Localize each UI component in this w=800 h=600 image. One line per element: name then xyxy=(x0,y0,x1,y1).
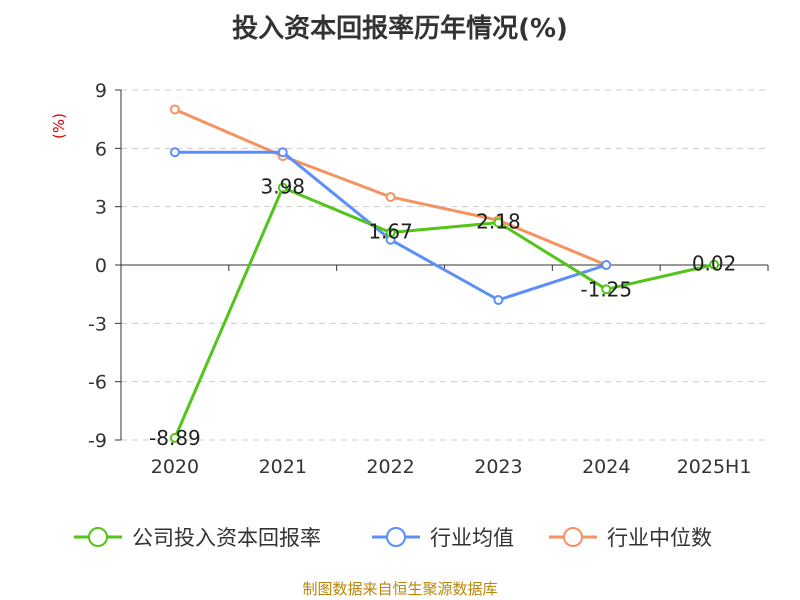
data-point xyxy=(493,295,504,305)
y-tick-label: -9 xyxy=(88,430,107,452)
data-label: 1.67 xyxy=(368,220,413,244)
data-point xyxy=(385,227,396,238)
legend-label: 行业中位数 xyxy=(607,526,712,550)
series-line xyxy=(173,186,715,439)
data-point xyxy=(385,191,396,202)
data-label: 0.02 xyxy=(692,252,737,276)
y-tick-label: 0 xyxy=(95,255,107,277)
x-tick-label: 2025H1 xyxy=(677,456,752,478)
y-tick-label: 6 xyxy=(95,138,107,160)
legend-marker xyxy=(88,527,108,547)
x-tick-label: 2022 xyxy=(366,456,414,478)
data-point xyxy=(277,147,288,158)
x-tick-label: 2024 xyxy=(582,456,630,478)
x-tick-label: 2023 xyxy=(474,456,522,478)
data-point xyxy=(493,217,504,228)
data-label: -1.25 xyxy=(580,277,632,301)
x-tick-label: 2021 xyxy=(259,456,307,478)
data-point xyxy=(601,260,612,270)
data-point xyxy=(169,147,180,158)
data-point xyxy=(169,104,180,115)
legend-marker xyxy=(386,527,406,547)
data-source-note: 制图数据来自恒生聚源数据库 xyxy=(302,580,498,598)
legend-label: 公司投入资本回报率 xyxy=(132,526,321,550)
data-label: 2.18 xyxy=(476,210,521,234)
y-tick-label: 9 xyxy=(95,80,107,102)
data-point xyxy=(709,259,720,270)
y-tick-label: -6 xyxy=(88,372,107,394)
data-label: 3.98 xyxy=(260,175,305,199)
y-tick-label: -3 xyxy=(88,313,107,335)
data-point xyxy=(601,284,612,295)
data-point xyxy=(277,182,288,193)
legend-label: 行业均值 xyxy=(430,526,514,550)
y-tick-label: 3 xyxy=(95,197,107,219)
x-tick-label: 2020 xyxy=(151,456,199,478)
chart-title: 投入资本回报率历年情况(%) xyxy=(232,14,568,44)
data-label: -8.89 xyxy=(149,426,201,450)
data-point xyxy=(169,432,180,443)
y-axis-label: (%) xyxy=(50,113,68,139)
legend-marker xyxy=(563,527,583,547)
